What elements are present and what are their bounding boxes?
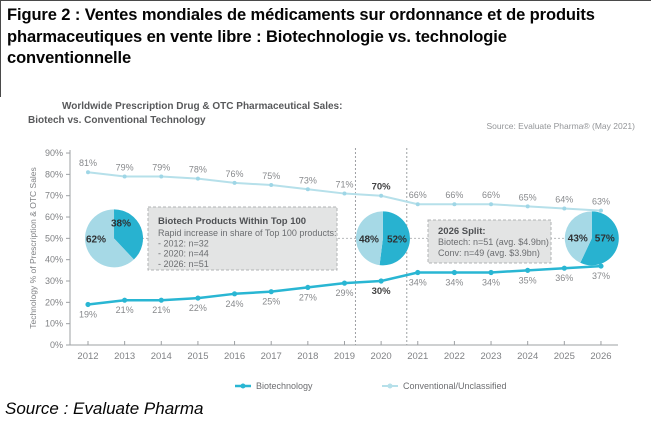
svg-text:2013: 2013	[114, 351, 135, 362]
svg-text:66%: 66%	[409, 190, 427, 200]
svg-text:50%: 50%	[45, 233, 63, 243]
svg-text:38%: 38%	[111, 218, 131, 229]
figure-title-line-1: Figure 2 : Ventes mondiales de médicamen…	[7, 6, 595, 24]
svg-text:75%: 75%	[262, 171, 280, 181]
figure-title: Figure 2 : Ventes mondiales de médicamen…	[7, 5, 647, 70]
svg-text:29%: 29%	[335, 288, 353, 298]
svg-text:81%: 81%	[79, 158, 97, 168]
svg-text:Biotechnology: Biotechnology	[256, 381, 313, 391]
svg-text:2021: 2021	[407, 351, 428, 362]
svg-text:30%: 30%	[372, 286, 392, 297]
svg-text:2018: 2018	[297, 351, 318, 362]
svg-text:- 2012: n=32: - 2012: n=32	[158, 238, 209, 248]
svg-text:27%: 27%	[299, 292, 317, 302]
window-edge-left	[0, 0, 1, 97]
svg-text:36%: 36%	[555, 273, 573, 283]
svg-text:48%: 48%	[359, 234, 379, 245]
svg-text:30%: 30%	[45, 276, 63, 286]
svg-text:0%: 0%	[50, 340, 63, 350]
svg-text:64%: 64%	[555, 194, 573, 204]
svg-text:37%: 37%	[592, 271, 610, 281]
svg-text:66%: 66%	[445, 190, 463, 200]
svg-text:2016: 2016	[224, 351, 245, 362]
svg-text:2026: 2026	[590, 351, 611, 362]
svg-text:Conventional/Unclassified: Conventional/Unclassified	[403, 381, 507, 391]
svg-text:52%: 52%	[387, 234, 407, 245]
svg-text:90%: 90%	[45, 148, 63, 158]
svg-text:2019: 2019	[334, 351, 355, 362]
svg-text:34%: 34%	[445, 277, 463, 287]
svg-text:21%: 21%	[152, 305, 170, 315]
svg-text:- 2020: n=44: - 2020: n=44	[158, 249, 209, 259]
svg-text:2012: 2012	[77, 351, 98, 362]
svg-text:2026 Split:: 2026 Split:	[438, 226, 486, 237]
svg-text:66%: 66%	[482, 190, 500, 200]
svg-text:2024: 2024	[517, 351, 538, 362]
svg-text:Conv: n=49 (avg. $3.9bn): Conv: n=49 (avg. $3.9bn)	[438, 248, 540, 258]
svg-text:25%: 25%	[262, 297, 280, 307]
svg-text:78%: 78%	[189, 165, 207, 175]
svg-text:63%: 63%	[592, 197, 610, 207]
chart-title-line-2: Biotech vs. Conventional Technology	[28, 115, 206, 126]
svg-text:35%: 35%	[519, 275, 537, 285]
svg-text:79%: 79%	[152, 162, 170, 172]
document-source: Source : Evaluate Pharma	[5, 399, 204, 418]
svg-text:2020: 2020	[371, 351, 392, 362]
svg-text:73%: 73%	[299, 175, 317, 185]
svg-text:70%: 70%	[372, 182, 392, 193]
svg-text:40%: 40%	[45, 255, 63, 265]
svg-text:22%: 22%	[189, 303, 207, 313]
svg-text:20%: 20%	[45, 297, 63, 307]
svg-text:79%: 79%	[116, 162, 134, 172]
svg-text:70%: 70%	[45, 191, 63, 201]
svg-text:76%: 76%	[226, 169, 244, 179]
figure-title-line-2: pharmaceutiques en vente libre : Biotech…	[7, 27, 507, 46]
window-edge-top	[0, 0, 651, 1]
svg-text:24%: 24%	[226, 299, 244, 309]
svg-text:Technology % of Prescription &: Technology % of Prescription & OTC Sales	[28, 167, 38, 329]
svg-text:Rapid increase in share of Top: Rapid increase in share of Top 100 produ…	[158, 228, 336, 238]
svg-text:80%: 80%	[45, 169, 63, 179]
figure-title-line-3: conventionnelle	[7, 49, 132, 67]
svg-text:57%: 57%	[595, 233, 615, 244]
svg-text:43%: 43%	[568, 233, 588, 244]
svg-text:34%: 34%	[482, 277, 500, 287]
svg-text:34%: 34%	[409, 277, 427, 287]
svg-text:10%: 10%	[45, 319, 63, 329]
sales-line-chart: 0% 10% 20% 30% 40% 50% 60% 70% 80% 90% 2012 2013 201…	[28, 148, 619, 391]
svg-text:71%: 71%	[335, 180, 353, 190]
svg-text:2014: 2014	[151, 351, 172, 362]
svg-text:62%: 62%	[86, 234, 106, 245]
svg-text:21%: 21%	[116, 305, 134, 315]
svg-text:19%: 19%	[79, 309, 97, 319]
chart-title-line-1: Worldwide Prescription Drug & OTC Pharma…	[62, 101, 343, 112]
chart-source-note: Source: Evaluate Pharma® (May 2021)	[486, 121, 635, 131]
svg-text:2023: 2023	[480, 351, 501, 362]
svg-text:65%: 65%	[519, 192, 537, 202]
svg-text:Biotech Products Within Top 10: Biotech Products Within Top 100	[158, 216, 306, 227]
svg-text:2022: 2022	[444, 351, 465, 362]
svg-text:2015: 2015	[187, 351, 208, 362]
svg-text:Biotech: n=51 (avg. $4.9bn): Biotech: n=51 (avg. $4.9bn)	[438, 237, 549, 247]
svg-text:60%: 60%	[45, 212, 63, 222]
svg-text:2017: 2017	[261, 351, 282, 362]
svg-text:- 2026: n=51: - 2026: n=51	[158, 259, 209, 269]
svg-text:2025: 2025	[554, 351, 575, 362]
